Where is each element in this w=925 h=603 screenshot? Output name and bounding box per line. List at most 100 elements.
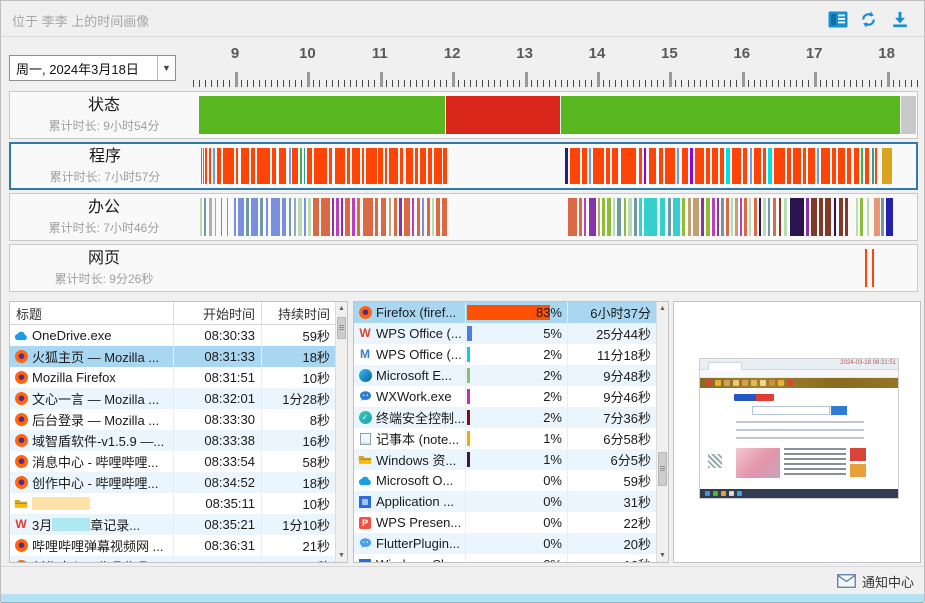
- app-name: Microsoft E...: [376, 368, 452, 383]
- usage-row[interactable]: P WPS Presen... 0% 22秒: [354, 512, 668, 533]
- table-row[interactable]: OneDrive.exe 08:30:33 59秒: [10, 325, 347, 346]
- usage-row[interactable]: Microsoft E... 2% 9分48秒: [354, 365, 668, 386]
- notification-center-label: 通知中心: [861, 574, 914, 590]
- panel-view-icon[interactable]: [827, 9, 848, 29]
- refresh-icon[interactable]: [858, 9, 879, 29]
- usage-row[interactable]: Microsoft O... 0% 59秒: [354, 470, 668, 491]
- usage-row[interactable]: Firefox (firef... 83% 6小时37分: [354, 302, 668, 323]
- timeline-segment: [240, 148, 250, 184]
- ruler-tick: [319, 80, 321, 87]
- activity-title: OneDrive.exe: [32, 328, 112, 343]
- usage-percent-value: 2%: [543, 347, 562, 362]
- start-time-cell: 08:36:31: [174, 535, 262, 556]
- ruler-tick: [651, 80, 653, 87]
- usage-row[interactable]: M WPS Office (... 2% 11分18秒: [354, 344, 668, 365]
- ruler-tick: [530, 80, 532, 87]
- scroll-down-icon[interactable]: ▼: [338, 552, 345, 559]
- scroll-up-icon[interactable]: ▲: [659, 305, 666, 312]
- timeline-segment: [335, 148, 345, 184]
- duration-cell: 10秒: [262, 493, 337, 514]
- table-row[interactable]: Mozilla Firefox 08:31:51 10秒: [10, 367, 347, 388]
- date-select[interactable]: 周一, 2024年3月18日 ▼: [9, 55, 176, 81]
- ruler-tick: [271, 80, 273, 87]
- ruler-tick: [391, 80, 393, 87]
- start-time-cell: 08:33:30: [174, 409, 262, 430]
- timeline-row-label: 网页 累计时长: 9分26秒: [10, 245, 198, 291]
- timeline-row-web[interactable]: 网页 累计时长: 9分26秒: [9, 244, 918, 292]
- vertical-scrollbar[interactable]: ▲ ▼: [335, 302, 347, 562]
- time-ruler[interactable]: 9 10 11 12 13 14 15 16 17 18: [189, 45, 921, 87]
- table-row[interactable]: 消息中心 - 哔哩哔哩... 08:33:54 58秒: [10, 451, 347, 472]
- timeline-segment: [313, 198, 319, 236]
- ruler-tick: [560, 80, 562, 87]
- usage-percent-cell: 2%: [466, 407, 568, 428]
- usage-row[interactable]: Windows Sh... 0% 16秒: [354, 554, 668, 562]
- ruler-tick: [409, 80, 411, 87]
- timeline-segment: [388, 198, 392, 236]
- usage-percent-value: 0%: [543, 515, 562, 530]
- scroll-down-icon[interactable]: ▼: [659, 552, 666, 559]
- timeline-segment: [735, 198, 738, 236]
- timeline-bars[interactable]: [198, 92, 917, 138]
- vertical-scrollbar[interactable]: ▲ ▼: [656, 302, 668, 562]
- table-row[interactable]: 域智盾软件-v1.5.9 —... 08:33:38 16秒: [10, 430, 347, 451]
- watermark-timestamp: 2024-03-18 08:31:51: [840, 360, 896, 366]
- ruler-tick: [277, 80, 279, 87]
- timeline-segment: [399, 198, 403, 236]
- hour-label: 18: [878, 45, 895, 62]
- table-row[interactable]: 文心一言 — Mozilla ... 08:32:01 1分28秒: [10, 388, 347, 409]
- timeline-segment: [352, 148, 360, 184]
- timeline-row-programs[interactable]: 程序 累计时长: 7小时57分: [9, 142, 918, 190]
- table-row[interactable]: 火狐主页 — Mozilla ... 08:31:33 18秒: [10, 346, 347, 367]
- scrollbar-thumb[interactable]: [658, 452, 667, 486]
- usage-row[interactable]: Application ... 0% 31秒: [354, 491, 668, 512]
- table-row[interactable]: 创作中心 - 哔哩哔哩 08:36:526秒: [10, 556, 347, 562]
- usage-percent-bar: [467, 305, 550, 320]
- usage-duration-cell: 59秒: [568, 470, 658, 491]
- timeline-bars[interactable]: [198, 245, 917, 291]
- timeline-segment: [265, 198, 269, 236]
- timeline-row-office[interactable]: 办公 累计时长: 7小时46分: [9, 193, 918, 241]
- usage-row[interactable]: 记事本 (note... 1% 6分58秒: [354, 428, 668, 449]
- usage-duration-cell: 20秒: [568, 533, 658, 554]
- timeline-bars[interactable]: [199, 144, 916, 188]
- wxwork-icon: [358, 390, 372, 404]
- table-row[interactable]: 哔哩哔哩弹幕视频网 ... 08:36:31 21秒: [10, 535, 347, 556]
- scroll-up-icon[interactable]: ▲: [338, 305, 345, 312]
- qr-code: [708, 454, 722, 468]
- timeline-segment: [853, 148, 859, 184]
- usage-duration-cell: 9分48秒: [568, 365, 658, 386]
- duration-cell: 8秒: [262, 409, 337, 430]
- usage-row[interactable]: Windows 资... 1% 6分5秒: [354, 449, 668, 470]
- usage-row[interactable]: ✓ 终端安全控制... 2% 7分36秒: [354, 407, 668, 428]
- timeline-segment: [808, 148, 815, 184]
- timeline-segment: [673, 198, 680, 236]
- table-row[interactable]: 08:35:11 10秒: [10, 493, 347, 514]
- table-row[interactable]: 后台登录 — Mozilla ... 08:33:30 8秒: [10, 409, 347, 430]
- column-header[interactable]: 持续时间: [262, 302, 337, 324]
- usage-row[interactable]: FlutterPlugin... 0% 20秒: [354, 533, 668, 554]
- notification-center-button[interactable]: 通知中心: [837, 571, 914, 591]
- usage-row[interactable]: WXWork.exe 2% 9分46秒: [354, 386, 668, 407]
- ruler-tick: [403, 80, 405, 87]
- column-header[interactable]: 标题: [10, 302, 174, 324]
- mini-search-input: [752, 406, 830, 415]
- timeline-bars[interactable]: [198, 194, 917, 240]
- scrollbar-thumb[interactable]: [337, 317, 346, 339]
- chevron-down-icon[interactable]: ▼: [157, 56, 175, 80]
- ruler-tick: [210, 80, 212, 87]
- usage-row[interactable]: W WPS Office (... 5% 25分44秒: [354, 323, 668, 344]
- download-icon[interactable]: [889, 9, 910, 29]
- activity-title-cell: 火狐主页 — Mozilla ...: [10, 346, 174, 367]
- screenshot-thumbnail[interactable]: 2024-03-18 08:31:51: [699, 358, 899, 499]
- column-header[interactable]: 开始时间: [174, 302, 262, 324]
- activity-title: 3月: [32, 518, 53, 533]
- timeline-row-title: 办公: [87, 199, 120, 216]
- ruler-tick: [820, 80, 822, 87]
- table-row[interactable]: 创作中心 - 哔哩哔哩... 08:34:52 18秒: [10, 472, 347, 493]
- ruler-tick: [790, 80, 792, 87]
- ruler-tick: [192, 80, 194, 87]
- timeline-row-status[interactable]: 状态 累计时长: 9小时54分: [9, 91, 918, 139]
- table-row[interactable]: W 3月 章记录... 08:35:21 1分10秒: [10, 514, 347, 535]
- timeline-segment: [201, 148, 203, 184]
